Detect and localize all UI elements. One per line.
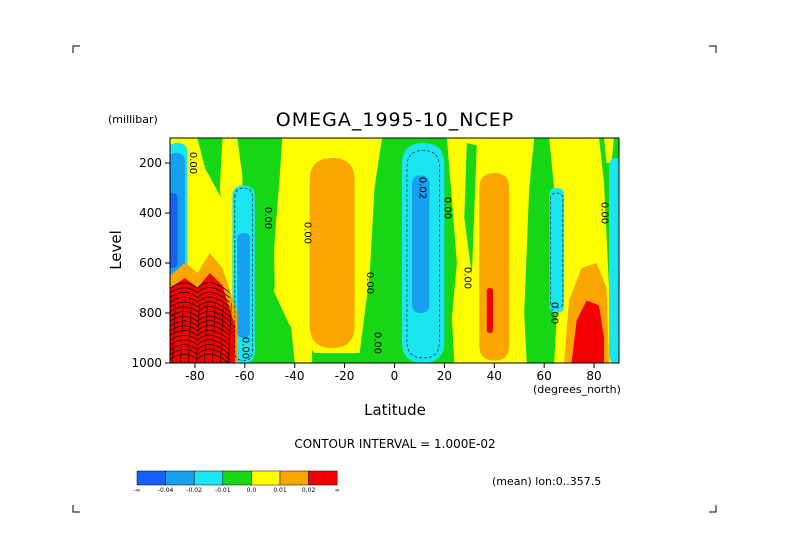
contour-label: 0.00 <box>372 332 383 354</box>
contour-line-labels: 0.00 0.00 0.00 0.00 0.00 0.02 0.00 0.00 0.00 0.00… <box>187 152 610 359</box>
colorbar-swatch <box>222 470 252 486</box>
field-region-green <box>464 143 477 276</box>
colorbar-swatch <box>308 470 338 486</box>
field-region-lightblue <box>237 233 250 338</box>
field-region-red <box>170 273 235 363</box>
y-axis-units: (millibar) <box>108 113 158 126</box>
contour-line <box>170 296 231 308</box>
field-region-blue <box>170 193 178 268</box>
y-tick-label: 1000 <box>131 356 162 370</box>
field-region-red <box>486 288 494 333</box>
contour-line <box>170 301 231 313</box>
contour-line-dashed <box>406 150 440 359</box>
mean-note: (mean) lon:0..357.5 <box>492 475 601 488</box>
contour-line <box>170 287 231 299</box>
x-tick-label: 0 <box>391 369 399 383</box>
field-region-orange <box>309 158 355 348</box>
x-axis-units: (degrees_north) <box>533 383 621 396</box>
contour-line <box>212 302 216 363</box>
colorbar-label: 0.01 <box>273 487 287 494</box>
contour-line <box>220 302 224 363</box>
contour-line <box>172 302 176 363</box>
colorbar-swatch <box>165 470 195 486</box>
contour-line-dashed <box>234 187 253 361</box>
contour-label: 0.00 <box>599 202 610 224</box>
colorbar-swatch <box>136 470 166 486</box>
x-tick-label: -20 <box>335 369 355 383</box>
contour-label: 0.00 <box>364 272 375 294</box>
field-region-cyan <box>549 188 565 313</box>
contour-line-dashed <box>550 192 564 309</box>
contour-label: 0.00 <box>239 337 250 359</box>
y-tick-label: 800 <box>139 306 162 320</box>
field-region-lightblue <box>411 175 430 313</box>
contour-line <box>228 302 232 363</box>
contour-line <box>204 302 208 363</box>
field-region-yellow <box>287 188 313 363</box>
contour-line <box>170 306 231 318</box>
contour-line <box>196 302 200 363</box>
contour-line <box>170 320 231 332</box>
contour-line <box>170 353 229 363</box>
field-region-green <box>531 253 555 326</box>
contour-line <box>170 329 231 341</box>
contour-field <box>170 138 619 363</box>
colorbar-label: -∞ <box>133 487 140 494</box>
x-tick-label: 80 <box>586 369 601 383</box>
contour-label: 0.00 <box>187 152 198 174</box>
contour-label: 0.00 <box>302 222 313 244</box>
contour-line <box>170 348 231 360</box>
colorbar-label: ∞ <box>335 487 340 494</box>
field-region-green <box>262 168 275 313</box>
chart-title: OMEGA_1995-10_NCEP <box>276 109 514 131</box>
field-region-cyan <box>609 158 619 363</box>
y-tick-label: 400 <box>139 206 162 220</box>
colorbar-label: 0.0 <box>247 487 257 494</box>
x-tick-label: -80 <box>185 369 205 383</box>
colorbar-label: 0.02 <box>302 487 316 494</box>
contour-line <box>180 302 184 363</box>
x-tick-label: -60 <box>235 369 255 383</box>
contour-label: 0.00 <box>461 267 472 289</box>
contour-line <box>170 315 231 327</box>
contour-label: 0.00 <box>549 302 560 324</box>
colorbar-legend: -∞ -0.04 -0.02 -0.01 0.0 0.01 0.02 ∞ <box>133 470 340 494</box>
colorbar-label: -0.01 <box>215 487 231 494</box>
corner-marks <box>72 45 717 513</box>
x-axis-title: Latitude <box>364 401 426 419</box>
y-axis: 200 400 600 800 1000 <box>131 156 170 370</box>
colorbar-label: -0.02 <box>186 487 202 494</box>
x-tick-label: 20 <box>437 369 452 383</box>
contour-label: 0.00 <box>441 197 452 219</box>
contour-line <box>170 291 231 303</box>
colorbar-swatch <box>279 470 309 486</box>
contour-line <box>170 344 231 356</box>
contour-line <box>188 302 192 363</box>
x-axis: -80 -60 -40 -20 0 20 40 60 80 <box>185 363 602 383</box>
contour-label: 0.00 <box>262 207 273 229</box>
field-region-orange <box>479 173 510 361</box>
x-tick-label: 60 <box>537 369 552 383</box>
colorbar-swatch <box>251 470 281 486</box>
y-tick-label: 600 <box>139 256 162 270</box>
contour-line <box>170 282 231 294</box>
contour-line <box>170 325 231 337</box>
x-tick-label: 40 <box>487 369 502 383</box>
y-axis-title: Level <box>107 230 125 270</box>
y-tick-label: 200 <box>139 156 162 170</box>
contour-line <box>170 310 231 322</box>
contour-label: 0.02 <box>416 177 427 199</box>
x-tick-label: -40 <box>285 369 305 383</box>
colorbar-label: -0.04 <box>158 487 174 494</box>
contour-interval-note: CONTOUR INTERVAL = 1.000E-02 <box>294 437 495 451</box>
colorbar-swatch <box>193 470 224 486</box>
field-region-red <box>571 300 604 363</box>
field-region-yellow <box>604 138 614 163</box>
